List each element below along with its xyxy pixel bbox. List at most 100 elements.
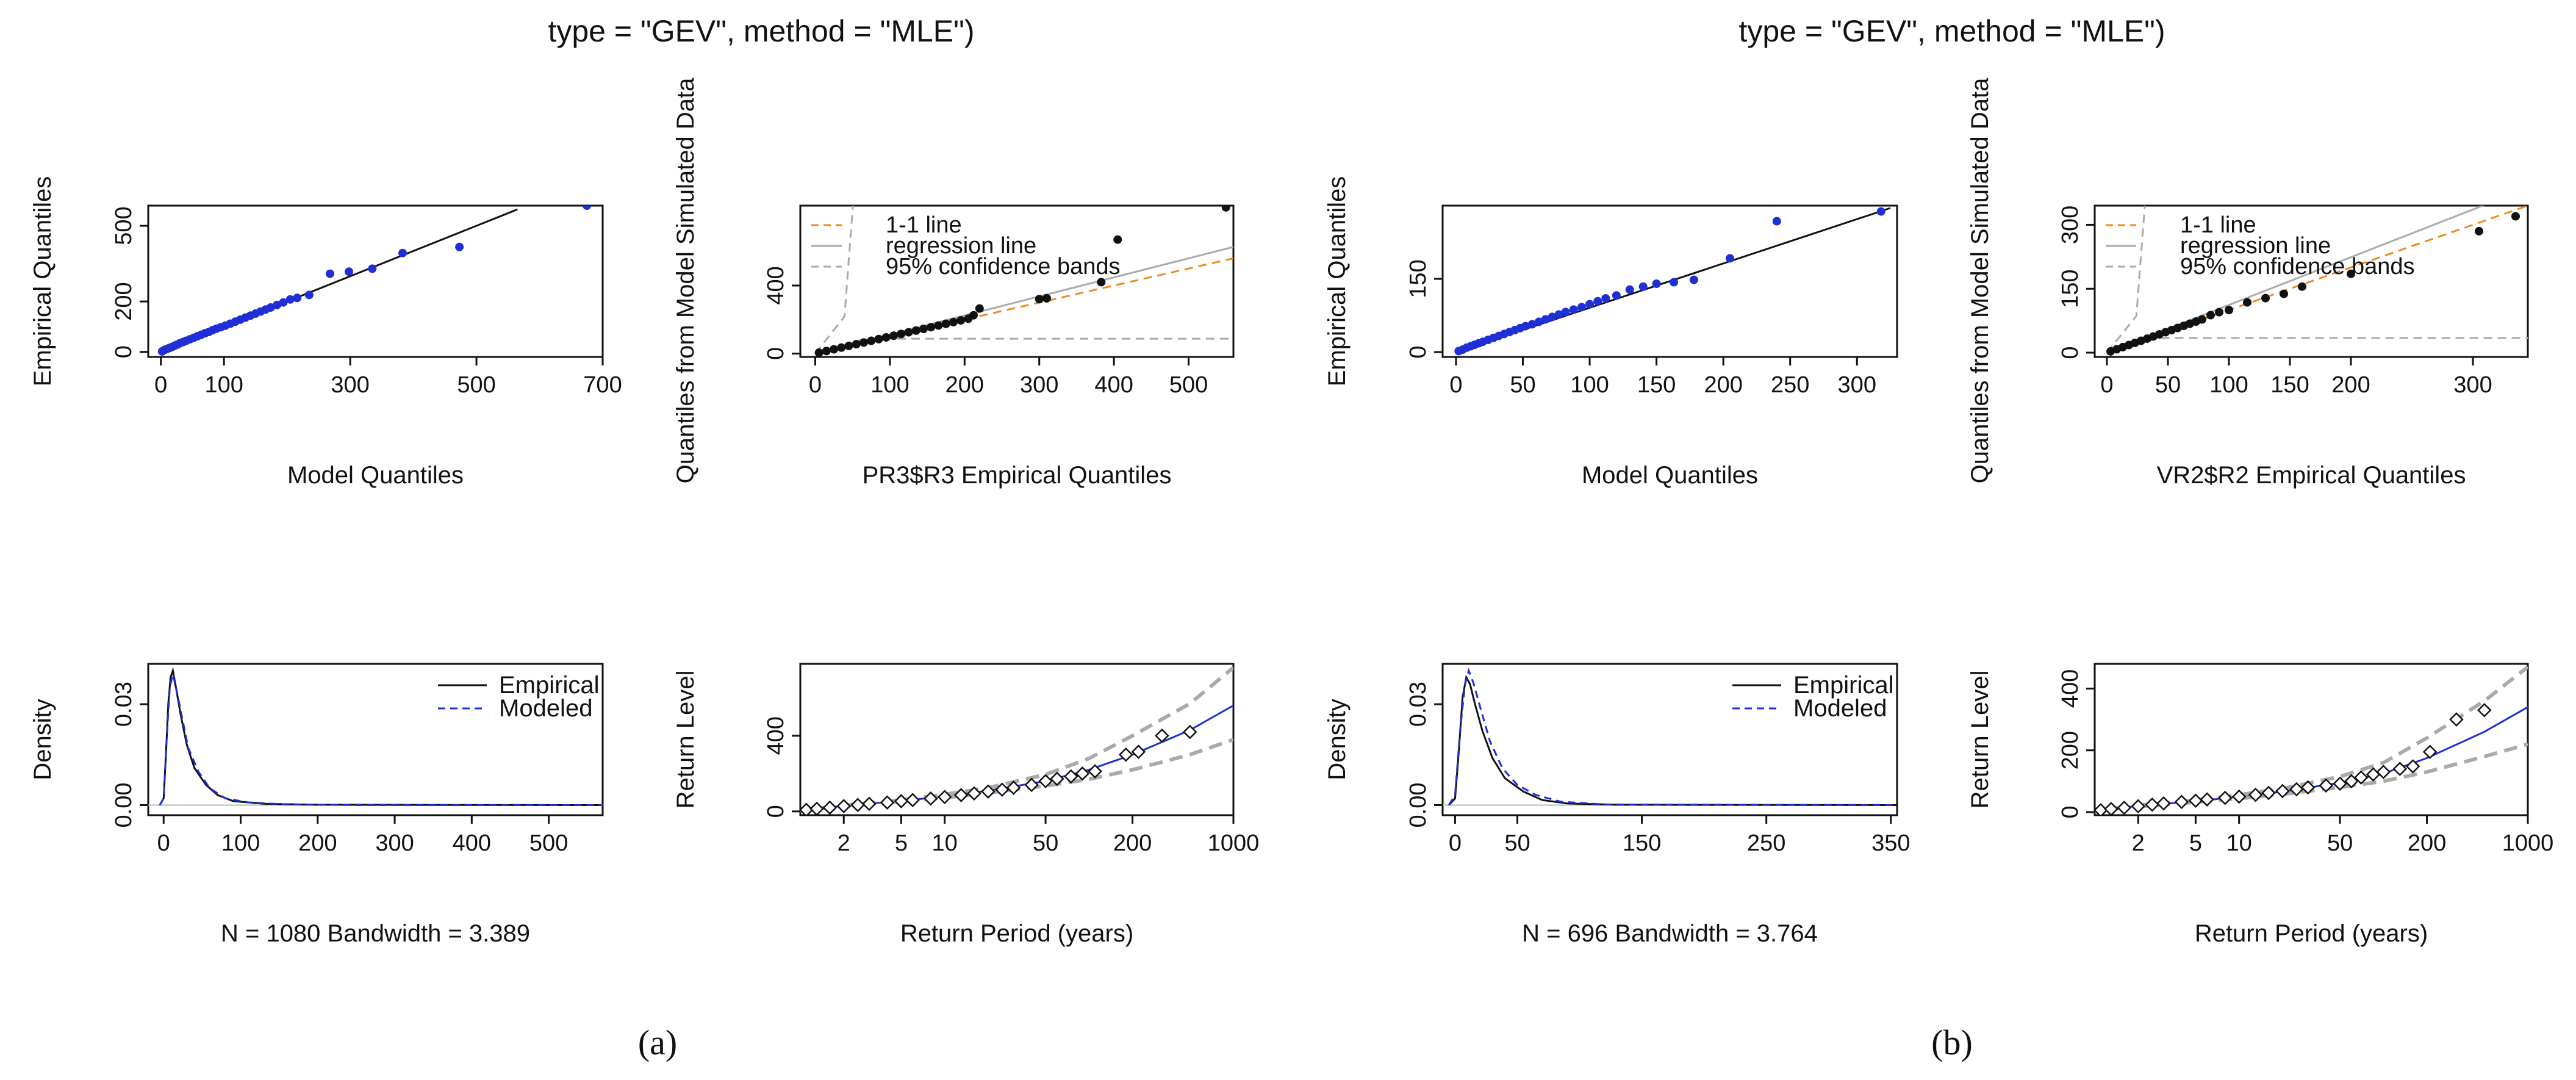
upper-confidence-band <box>814 206 854 355</box>
y-tick-label: 500 <box>111 206 137 245</box>
plot-frame <box>1441 663 1898 816</box>
data-point <box>2298 282 2306 291</box>
data-point <box>1638 282 1648 291</box>
observed-point <box>2117 801 2132 815</box>
observed-point <box>862 796 877 812</box>
x-tick-label: 5 <box>2189 830 2202 856</box>
data-point <box>293 293 302 303</box>
data-point <box>1772 217 1781 226</box>
data-point <box>2198 315 2206 324</box>
y-tick-label: 150 <box>1405 259 1431 298</box>
data-point <box>2225 306 2233 315</box>
y-tick-label: 200 <box>111 282 137 320</box>
x-tick-label: 500 <box>529 830 568 856</box>
data-point <box>2280 289 2288 298</box>
observed-point <box>905 793 920 807</box>
data-point <box>1561 308 1570 317</box>
observed-point <box>2095 803 2108 815</box>
x-tick-label: 150 <box>1623 830 1661 856</box>
y-tick-label: 0.00 <box>111 782 137 827</box>
x-tick-label: 100 <box>221 830 260 856</box>
panel-0: 0 50 100 150 200 250 300 0 150 Model Quantiles Emp… <box>1324 176 1898 489</box>
x-tick-label: 300 <box>2453 372 2492 398</box>
observed-point <box>809 801 824 815</box>
y-tick-label: 400 <box>763 716 789 755</box>
data-point <box>1534 317 1543 326</box>
x-tick-label: 250 <box>1747 830 1785 856</box>
y-tick-label: 0 <box>2058 346 2083 359</box>
observed-point <box>1075 766 1090 781</box>
plot-area <box>1454 207 1891 356</box>
x-tick-label: 200 <box>2331 372 2370 398</box>
x-axis-label: Model Quantiles <box>1582 462 1758 489</box>
plot-area <box>800 666 1233 815</box>
y-tick-label: 0 <box>763 805 789 818</box>
legend-label: Empirical <box>1793 672 1893 699</box>
x-tick-label: 50 <box>2327 830 2353 856</box>
observed-point <box>2261 785 2276 801</box>
data-point <box>2206 311 2215 320</box>
data-point <box>1042 293 1051 303</box>
modeled-density-line <box>159 674 603 806</box>
y-tick-label: 200 <box>2058 731 2083 769</box>
data-point <box>2475 226 2483 236</box>
data-point <box>1113 235 1122 244</box>
observed-point <box>1131 744 1146 759</box>
x-tick-label: 200 <box>945 372 984 398</box>
data-point <box>919 325 928 334</box>
data-point <box>1593 297 1602 306</box>
data-point <box>2243 298 2251 307</box>
observed-point <box>2104 802 2119 815</box>
y-tick-label: 300 <box>2058 206 2083 244</box>
data-point <box>822 347 831 356</box>
x-tick-label: 500 <box>457 372 495 398</box>
data-point <box>897 329 906 339</box>
observed-point <box>2392 761 2408 776</box>
data-point <box>1097 278 1106 287</box>
observed-point <box>2156 796 2171 811</box>
data-point <box>1689 275 1698 284</box>
data-point <box>904 328 913 337</box>
legend-label: 95% confidence bands <box>886 254 1121 279</box>
observed-point <box>981 784 996 799</box>
observed-point <box>2131 799 2146 814</box>
lower-band-line <box>800 738 1233 813</box>
x-axis-label: VR2$R2 Empirical Quantiles <box>2157 462 2466 489</box>
x-tick-label: 1000 <box>1208 830 1260 856</box>
data-point <box>844 341 853 350</box>
x-tick-label: 150 <box>2270 372 2309 398</box>
data-point <box>837 343 846 352</box>
y-tick-label: 0.03 <box>111 682 137 727</box>
x-axis-label: Return Period (years) <box>900 920 1133 947</box>
lower-confidence-band <box>2106 337 2528 354</box>
panel-2: 0 50 150 250 350 0.00 0.03 N = 696 Bandwidth = … <box>1324 663 1910 947</box>
y-axis-label: Return Level <box>672 671 699 809</box>
data-point <box>455 242 464 251</box>
x-tick-label: 300 <box>1020 372 1058 398</box>
observed-point <box>1118 747 1133 762</box>
observed-point <box>880 795 895 810</box>
y-tick-label: 400 <box>763 266 789 304</box>
observed-point <box>967 786 981 801</box>
data-point <box>1521 322 1530 331</box>
chart-title: type = "GEV", method = "MLE") <box>548 14 974 48</box>
data-point <box>1625 285 1634 294</box>
panel-1: 0 50 100 150 200 300 0 150 300 VR2$R2 Empirical Q… <box>1967 77 2529 489</box>
y-tick-label: 400 <box>2058 669 2083 708</box>
y-tick-label: 0.03 <box>1405 682 1431 727</box>
plot-area <box>157 206 592 356</box>
x-tick-label: 100 <box>1570 372 1609 398</box>
y-tick-label: 0 <box>763 347 789 360</box>
x-axis-label: N = 696 Bandwidth = 3.764 <box>1522 920 1818 947</box>
observed-point <box>2200 792 2214 807</box>
return-level-line <box>800 704 1233 812</box>
data-point <box>1577 303 1586 312</box>
observed-point <box>2366 767 2381 782</box>
y-tick-label: 0 <box>1405 345 1431 358</box>
data-point <box>398 248 407 257</box>
x-axis-label: PR3$R3 Empirical Quantiles <box>863 462 1172 489</box>
y-axis-label: Density <box>29 699 56 780</box>
plot-frame <box>799 204 1235 358</box>
x-tick-label: 50 <box>1504 830 1530 856</box>
x-tick-label: 0 <box>154 372 167 398</box>
